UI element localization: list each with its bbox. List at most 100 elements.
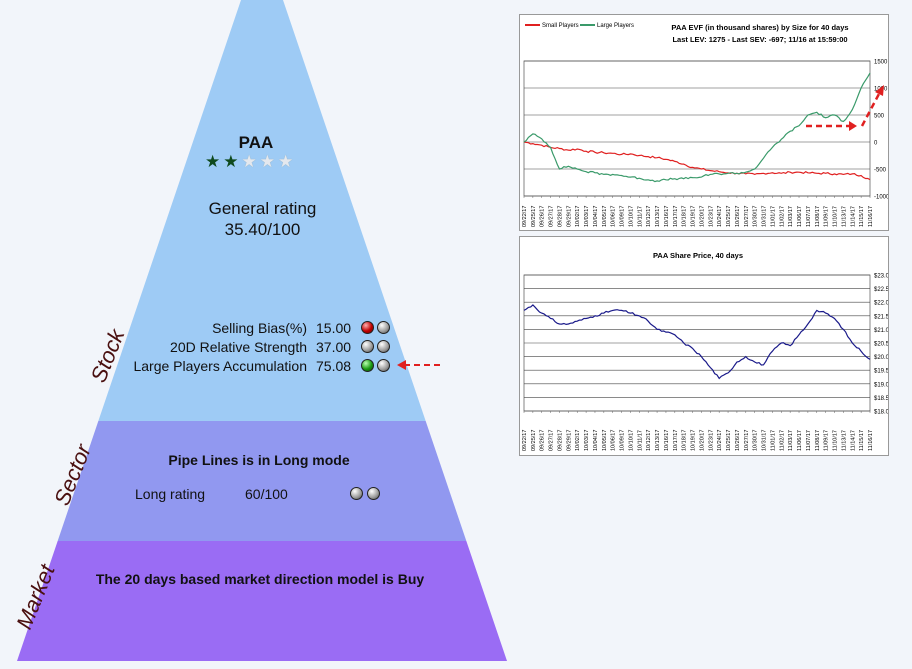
- evf-chart-panel: Small Players Large Players PAA EVF (in …: [519, 14, 890, 231]
- series-large-players: [523, 72, 871, 183]
- general-rating-label: General rating: [208, 199, 317, 218]
- y-tick-label: -500: [874, 168, 887, 174]
- x-tick-label: 11/16/17: [868, 430, 874, 451]
- long-rating-value: 60/100: [245, 486, 288, 502]
- x-tick-label: 10/18/17: [682, 430, 688, 451]
- x-tick-label: 10/24/17: [717, 206, 723, 227]
- x-tick-label: 10/11/17: [637, 430, 643, 451]
- x-tick-label: 10/20/17: [699, 206, 705, 227]
- evf-chart-subtitle: Last LEV: 1275 - Last SEV: -697; 11/16 a…: [672, 35, 847, 44]
- x-tick-label: 09/27/17: [549, 206, 555, 227]
- large-players-value: 75.08: [316, 358, 352, 374]
- sector-layer: [17, 421, 507, 541]
- x-tick-label: 10/13/17: [655, 206, 661, 227]
- x-tick-label: 11/14/17: [850, 206, 856, 227]
- x-tick-label: 09/28/17: [557, 206, 563, 227]
- x-tick-label: 10/04/17: [593, 206, 599, 227]
- x-tick-label: 11/03/17: [788, 430, 794, 451]
- x-tick-label: 11/02/17: [779, 430, 785, 451]
- x-tick-label: 10/25/17: [726, 430, 732, 451]
- x-tick-label: 11/02/17: [779, 206, 785, 227]
- x-tick-label: 11/06/17: [797, 206, 803, 227]
- x-tick-label: 09/22/17: [522, 430, 528, 451]
- star-empty-icon: ★: [259, 152, 278, 171]
- x-tick-label: 11/07/17: [806, 206, 812, 227]
- y-tick-label: $19.0: [874, 382, 888, 388]
- y-tick-label: $20.0: [874, 355, 888, 361]
- stock-ticker: PAA: [238, 133, 274, 152]
- y-tick-label: -1000: [874, 195, 888, 201]
- x-tick-label: 09/29/17: [566, 206, 572, 227]
- rating-pyramid: [17, 0, 507, 661]
- legend-small-players: Small Players: [542, 23, 579, 29]
- long-rating-label: Long rating: [135, 486, 206, 502]
- y-tick-label: $19.5: [874, 369, 888, 375]
- x-tick-label: 10/26/17: [735, 206, 741, 227]
- x-tick-label: 11/09/17: [824, 430, 830, 451]
- y-tick-label: $21.5: [874, 314, 888, 320]
- x-tick-label: 10/06/17: [611, 430, 617, 451]
- x-tick-label: 10/02/17: [575, 206, 581, 227]
- relative-strength-dot-1: [361, 340, 374, 353]
- x-tick-label: 10/13/17: [655, 430, 661, 451]
- x-tick-label: 10/12/17: [646, 206, 652, 227]
- accumulation-arrow-icon: [397, 360, 440, 370]
- x-tick-label: 11/16/17: [868, 206, 874, 227]
- x-tick-label: 11/03/17: [788, 206, 794, 227]
- general-rating-value: 35.40/100: [224, 220, 301, 239]
- x-tick-label: 11/08/17: [815, 206, 821, 227]
- x-tick-label: 10/17/17: [673, 206, 679, 227]
- sector-dot-1: [350, 487, 363, 500]
- x-tick-label: 10/19/17: [691, 430, 697, 451]
- legend-large-players: Large Players: [597, 23, 634, 29]
- x-tick-label: 11/15/17: [859, 206, 865, 227]
- relative-strength-value: 37.00: [316, 339, 352, 355]
- x-tick-label: 09/26/17: [540, 430, 546, 451]
- price-chart-panel: PAA Share Price, 40 days $23.0 $22.5 $22.0…: [519, 236, 890, 456]
- evf-chart-title: PAA EVF (in thousand shares) by Size for…: [671, 23, 848, 32]
- x-tick-label: 11/07/17: [806, 430, 812, 451]
- x-tick-label: 11/13/17: [841, 430, 847, 451]
- price-chart: PAA Share Price, 40 days $23.0 $22.5 $22.0…: [522, 251, 890, 451]
- star-filled-icon: ★: [205, 152, 224, 171]
- relative-strength-dot-2: [377, 340, 390, 353]
- large-players-label: Large Players Accumulation: [133, 358, 307, 374]
- evf-legend: Small Players Large Players: [525, 23, 634, 29]
- x-tick-label: 10/20/17: [699, 430, 705, 451]
- x-tick-label: 10/17/17: [673, 430, 679, 451]
- x-tick-label: 10/10/17: [628, 430, 634, 451]
- x-tick-label: 11/10/17: [833, 430, 839, 451]
- sector-mode-title: Pipe Lines is in Long mode: [168, 452, 350, 468]
- y-tick-label: $20.5: [874, 342, 888, 348]
- series-price: [523, 304, 871, 380]
- x-tick-label: 10/11/17: [637, 206, 643, 227]
- market-direction-text: The 20 days based market direction model…: [95, 571, 425, 587]
- plot-area: [523, 60, 871, 197]
- x-tick-label: 11/13/17: [841, 206, 847, 227]
- x-tick-label: 10/16/17: [664, 206, 670, 227]
- x-tick-label: 10/26/17: [735, 430, 741, 451]
- x-tick-label: 10/18/17: [682, 206, 688, 227]
- price-chart-title: PAA Share Price, 40 days: [653, 251, 743, 260]
- y-tick-label: $21.0: [874, 328, 888, 334]
- x-tick-label: 11/09/17: [824, 206, 830, 227]
- selling-bias-label: Selling Bias(%): [212, 320, 307, 336]
- x-tick-label: 10/06/17: [611, 206, 617, 227]
- x-tick-label: 10/09/17: [620, 430, 626, 451]
- y-tick-label: $18.0: [874, 410, 888, 416]
- y-tick-label: $22.0: [874, 301, 888, 307]
- large-players-dot-2: [377, 359, 390, 372]
- x-tick-label: 10/27/17: [744, 430, 750, 451]
- x-tick-label: 09/26/17: [540, 206, 546, 227]
- evf-chart: Small Players Large Players PAA EVF (in …: [522, 23, 890, 227]
- x-tick-label: 10/31/17: [762, 430, 768, 451]
- x-tick-label: 11/14/17: [850, 430, 856, 451]
- x-tick-label: 10/24/17: [717, 430, 723, 451]
- y-tick-label: 1500: [874, 60, 888, 66]
- x-tick-label: 10/04/17: [593, 430, 599, 451]
- x-tick-label: 10/30/17: [753, 430, 759, 451]
- y-tick-label: 500: [874, 114, 885, 120]
- x-tick-label: 09/22/17: [522, 206, 528, 227]
- x-tick-label: 10/03/17: [584, 206, 590, 227]
- y-tick-label: $18.5: [874, 396, 888, 402]
